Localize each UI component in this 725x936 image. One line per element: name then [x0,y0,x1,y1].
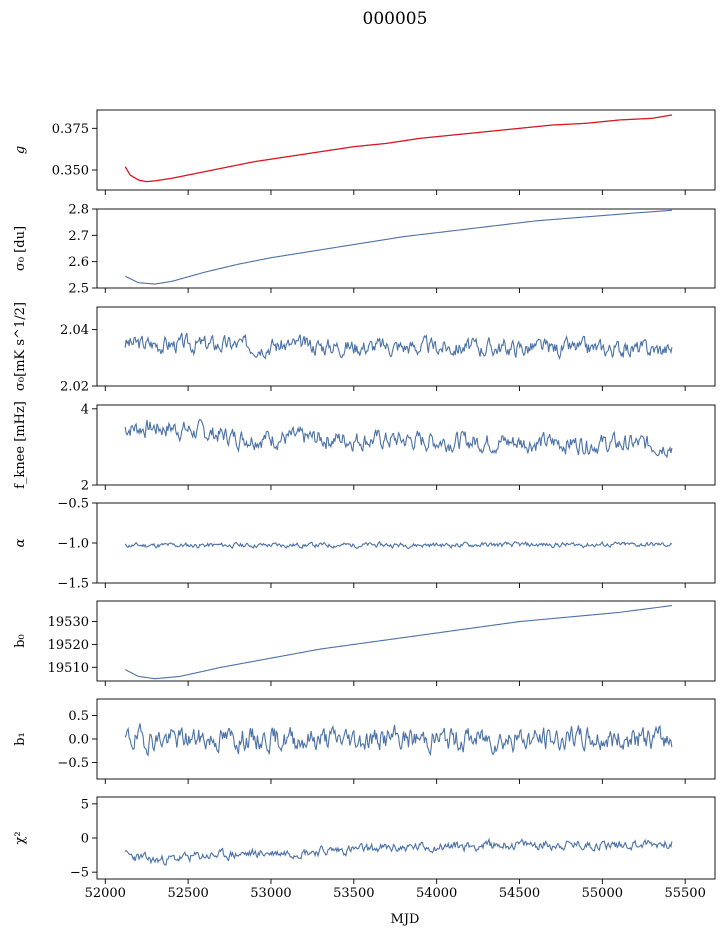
y-tick-label-sigma0_du-3: 2.8 [68,203,89,218]
x-tick-label-3: 53500 [333,886,374,901]
y-tick-label-b1-0: −0.5 [57,756,89,771]
panel-fknee: 2 4 f_knee [mHz] [13,401,716,494]
panel-chi2: −5 0 5 52000 52500 53000 53500 54000 54500 55000 5… [13,796,716,901]
series-line-b0-0 [124,605,672,680]
x-tick-label-0: 52000 [85,886,126,901]
y-axis-label-sigma0_du: σ₀ [du] [13,226,28,271]
y-axis-label-b0: b₀ [13,634,28,648]
figure-title: 000005 [363,9,428,29]
x-tick-label-2: 53000 [250,886,291,901]
axes-frame-b0 [96,600,716,682]
series-line-sigma0_du-0 [124,209,672,285]
x-tick-label-1: 52500 [167,886,208,901]
y-tick-label-chi2-1: 0 [81,832,89,847]
series-line-fknee-0 [124,419,673,459]
series-line-chi2-0 [124,837,673,866]
y-tick-label-chi2-2: 5 [81,797,89,812]
series-line-alpha-0 [124,540,673,550]
y-tick-label-alpha-0: −1.5 [57,577,89,592]
series-line-b1-0 [124,723,673,757]
y-tick-label-b0-0: 19510 [48,661,89,676]
y-tick-label-b0-1: 19520 [48,638,89,653]
y-tick-label-chi2-0: −5 [70,866,89,881]
series-line-sigma0_mks-0 [124,332,673,361]
series-line-g-1 [124,114,673,183]
y-tick-label-fknee-1: 4 [81,402,89,417]
x-axis-label: MJD [391,912,420,927]
y-tick-label-b0-2: 19530 [48,615,89,630]
y-tick-label-sigma0_mks-1: 2.04 [60,323,89,338]
x-tick-label-4: 54000 [416,886,457,901]
y-tick-label-b1-2: 0.5 [68,709,89,724]
y-tick-label-b1-1: 0.0 [68,733,89,748]
panel-sigma0_du: 2.5 2.6 2.7 2.8 σ₀ [du] [13,203,716,297]
y-axis-label-alpha: α [13,538,28,547]
panel-g: 0.350 0.375 g [13,109,716,195]
y-tick-label-sigma0_mks-0: 2.02 [60,380,89,395]
y-axis-label-fknee: f_knee [mHz] [13,401,28,489]
y-tick-label-fknee-0: 2 [81,479,89,494]
panel-alpha: −1.5 −1.0 −0.5 α [13,497,716,592]
axes-frame-fknee [96,404,716,486]
panel-sigma0_mks: 2.02 2.04 σ₀[mK s^1/2] [13,302,716,395]
panel-b1: −0.5 0.0 0.5 b₁ [13,698,716,784]
y-tick-label-g-0: 0.350 [52,164,89,179]
y-tick-label-g-1: 0.375 [52,122,89,137]
y-tick-label-sigma0_du-0: 2.5 [68,282,89,297]
panels: 0.350 0.375 g 2.5 2.6 2.7 2.8 σ₀ [du] 2.02 2.04 σ₀… [13,109,716,901]
y-axis-label-chi2: χ² [13,831,28,844]
axes-frame-g [96,109,716,191]
panel-b0: 19510 19520 19530 b₀ [13,600,716,686]
y-axis-label-g: g [13,146,28,154]
y-tick-label-sigma0_du-2: 2.7 [68,229,89,244]
y-axis-label-sigma0_mks: σ₀[mK s^1/2] [13,302,28,391]
y-axis-label-b1: b₁ [13,732,28,746]
y-tick-label-alpha-2: −0.5 [57,497,89,512]
x-tick-label-6: 55000 [582,886,623,901]
y-tick-label-sigma0_du-1: 2.6 [68,255,89,270]
x-tick-label-7: 55500 [664,886,705,901]
y-tick-label-alpha-1: −1.0 [57,537,89,552]
axes-frame-sigma0_du [96,208,716,289]
axes-frame-sigma0_mks [96,306,716,387]
axes-frame-chi2 [96,796,716,880]
x-tick-label-5: 54500 [499,886,540,901]
